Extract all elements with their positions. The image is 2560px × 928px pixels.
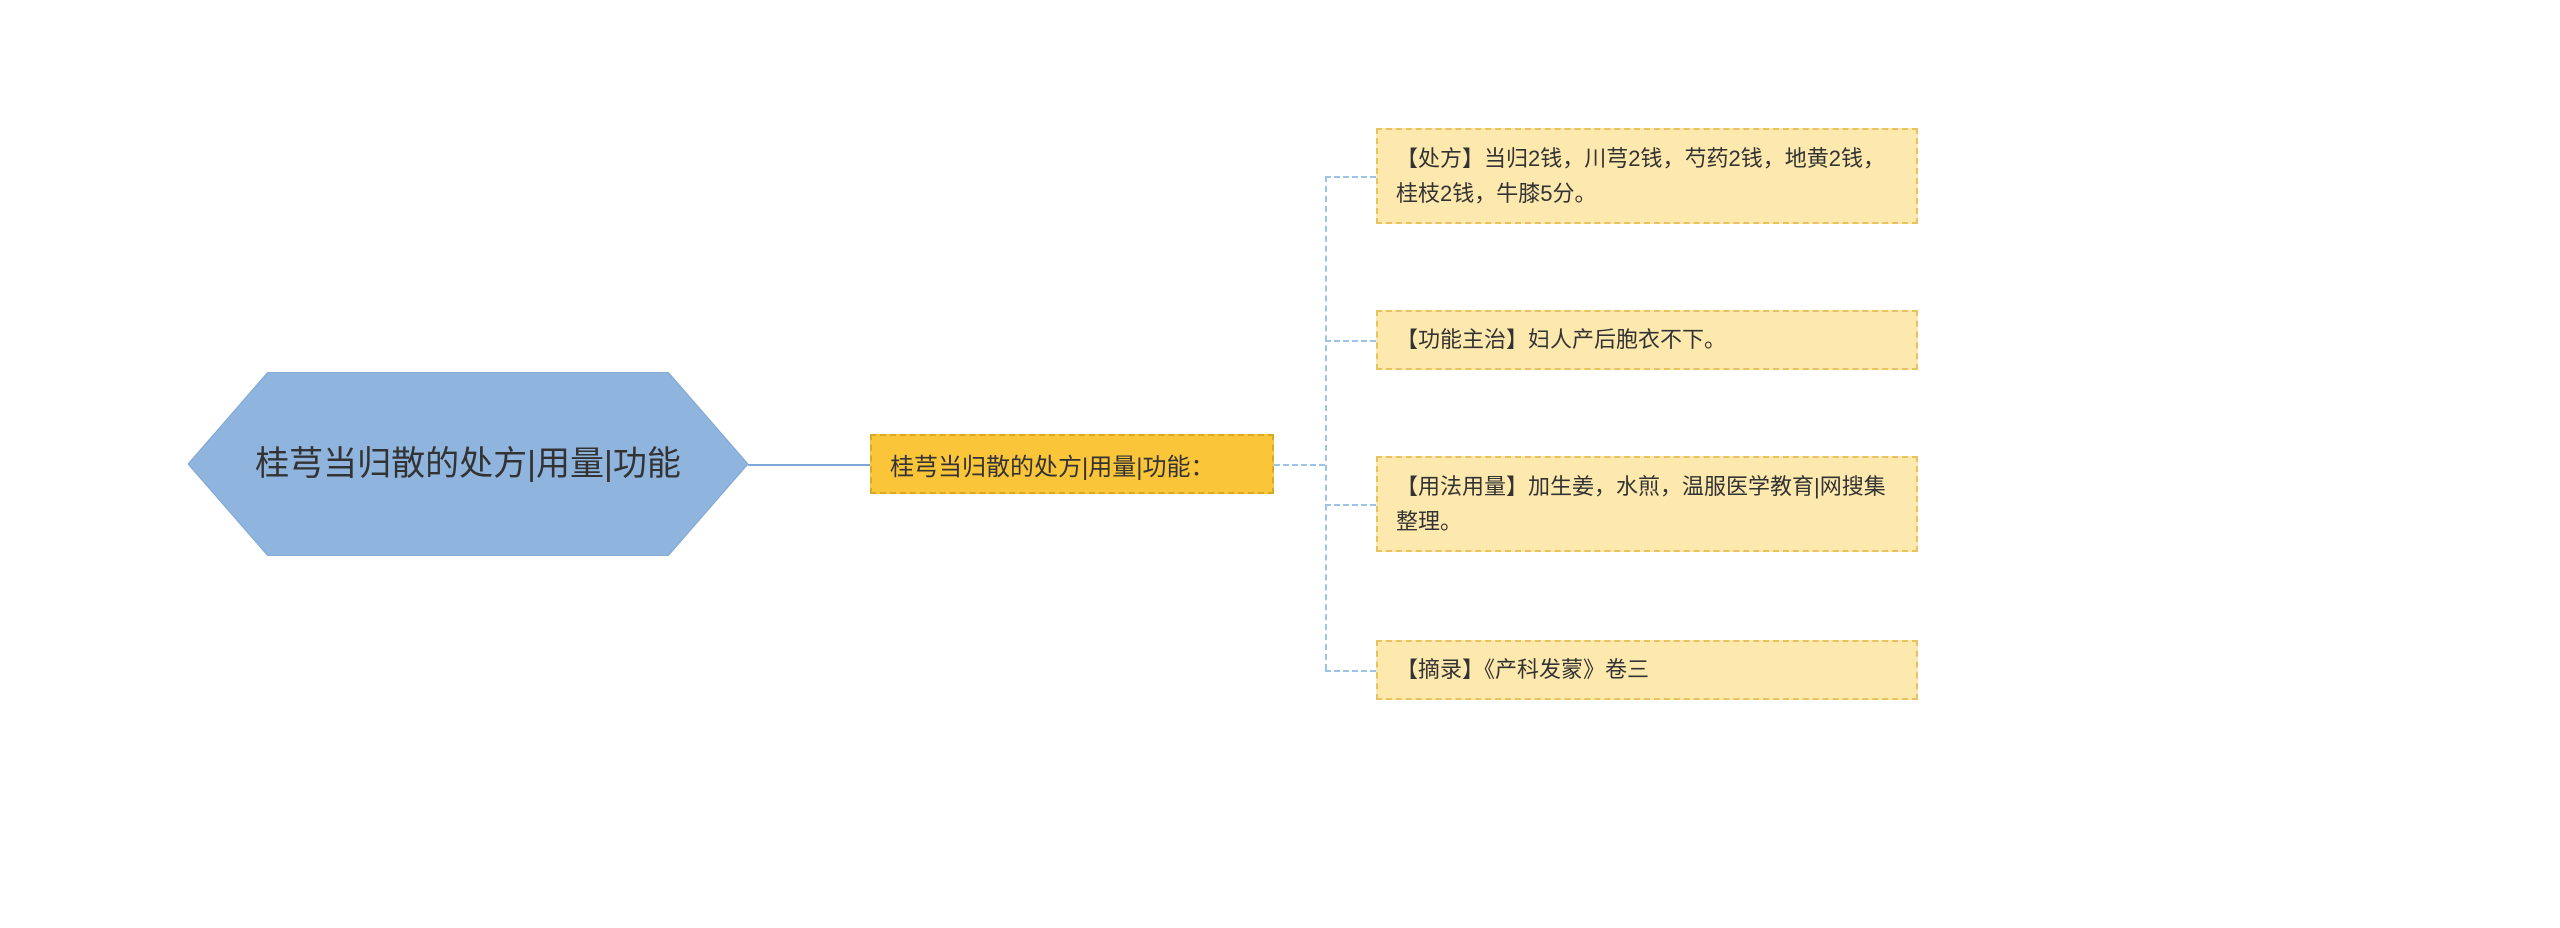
connector-leaf-2: [1325, 504, 1376, 506]
connector-spine: [1325, 176, 1327, 670]
connector-mid-trunk: [1274, 464, 1325, 466]
mid-label: 桂芎当归散的处方|用量|功能：: [890, 447, 1214, 482]
root-node: 桂芎当归散的处方|用量|功能: [188, 372, 748, 556]
connector-leaf-1: [1325, 340, 1376, 342]
mid-node: 桂芎当归散的处方|用量|功能：: [870, 434, 1274, 494]
connector-root-mid: [748, 464, 870, 466]
leaf-node-2: 【用法用量】加生姜，水煎，温服医学教育|网搜集整理。: [1376, 456, 1918, 552]
leaf-node-0: 【处方】当归2钱，川芎2钱，芍药2钱，地黄2钱，桂枝2钱，牛膝5分。: [1376, 128, 1918, 224]
leaf-text-3: 【摘录】《产科发蒙》卷三: [1396, 652, 1649, 687]
leaf-text-0: 【处方】当归2钱，川芎2钱，芍药2钱，地黄2钱，桂枝2钱，牛膝5分。: [1396, 141, 1898, 211]
leaf-text-2: 【用法用量】加生姜，水煎，温服医学教育|网搜集整理。: [1396, 469, 1898, 539]
leaf-text-1: 【功能主治】妇人产后胞衣不下。: [1396, 322, 1726, 357]
leaf-node-3: 【摘录】《产科发蒙》卷三: [1376, 640, 1918, 700]
root-title: 桂芎当归散的处方|用量|功能: [215, 439, 721, 490]
leaf-node-1: 【功能主治】妇人产后胞衣不下。: [1376, 310, 1918, 370]
connector-leaf-0: [1325, 176, 1376, 178]
mindmap-canvas: 桂芎当归散的处方|用量|功能 桂芎当归散的处方|用量|功能： 【处方】当归2钱，…: [0, 0, 2560, 928]
connector-leaf-3: [1325, 670, 1376, 672]
